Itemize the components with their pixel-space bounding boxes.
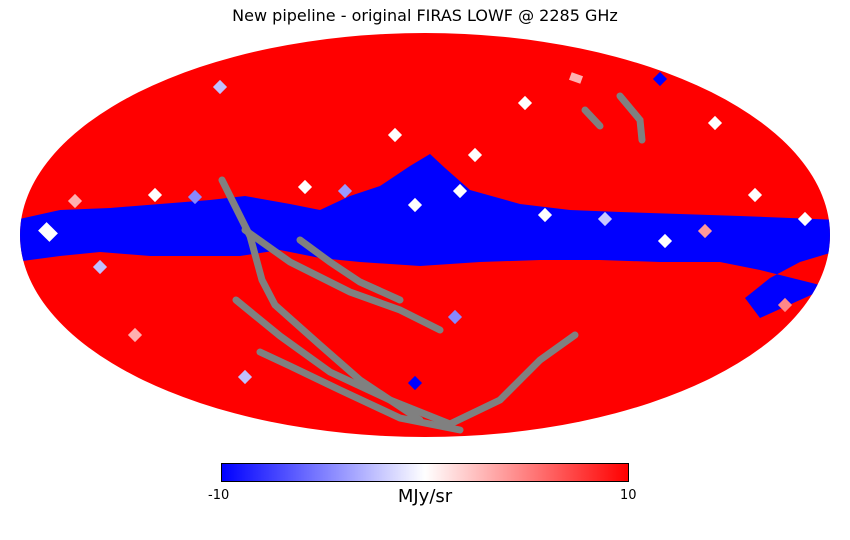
galactic-plane-band <box>20 154 830 318</box>
colorbar-unit-label: MJy/sr <box>397 486 453 507</box>
colorbar-max-tick: 10 <box>620 488 637 503</box>
map-title: New pipeline - original FIRAS LOWF @ 228… <box>232 6 618 25</box>
mollweide-sky-map <box>20 33 830 437</box>
missing-data-stripes <box>218 92 646 434</box>
colorbar-min-tick: -10 <box>208 488 230 503</box>
colorbar <box>221 463 629 482</box>
colorbar-gradient <box>221 463 629 482</box>
